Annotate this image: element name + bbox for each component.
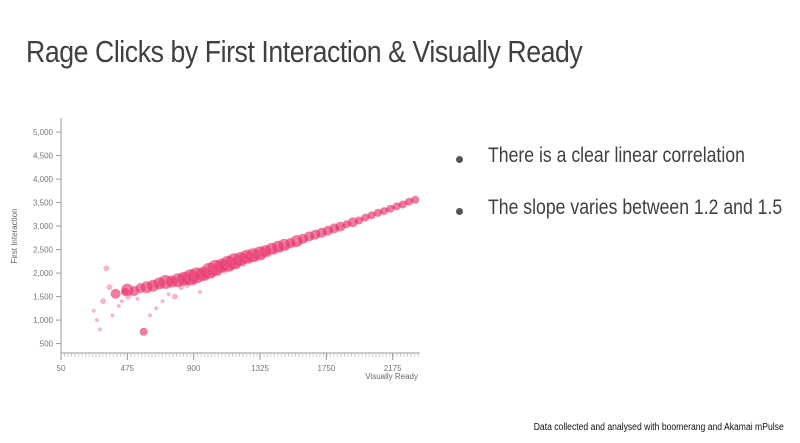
data-point	[385, 207, 390, 212]
data-point	[398, 200, 407, 209]
y-tick-label: 1,000	[33, 316, 54, 325]
y-tick-label: 500	[40, 340, 54, 349]
bullet-dot-icon	[456, 208, 463, 215]
x-axis-minor-ticks	[60, 353, 419, 357]
x-tick-label: 900	[187, 364, 201, 373]
y-axis-title: First Interaction	[10, 208, 19, 263]
data-point	[405, 197, 414, 206]
x-tick-label: 475	[121, 364, 135, 373]
y-tick-label: 4,500	[33, 152, 54, 161]
data-point	[411, 195, 420, 204]
data-point	[372, 212, 377, 217]
data-point	[197, 289, 202, 294]
x-tick-label: 1325	[251, 364, 269, 373]
footnote: Data collected and analysed with boomera…	[533, 422, 784, 433]
data-point	[341, 224, 346, 229]
data-point	[203, 274, 210, 281]
data-point	[310, 235, 315, 240]
data-point	[234, 263, 241, 270]
y-tick-label: 3,000	[33, 222, 54, 231]
data-point	[184, 281, 191, 288]
data-point	[190, 279, 197, 286]
data-point	[240, 260, 247, 267]
data-point	[361, 213, 370, 222]
data-point	[221, 267, 228, 274]
data-point	[94, 318, 99, 323]
data-point	[110, 288, 121, 299]
data-point	[148, 313, 152, 318]
data-point	[253, 256, 260, 262]
data-point	[367, 211, 376, 220]
y-tick-label: 3,500	[33, 199, 54, 208]
data-point	[139, 327, 148, 336]
y-tick-label: 2,000	[33, 269, 54, 278]
data-point	[228, 265, 235, 272]
x-axis-ticks: 50 475 900 1325 1750 2175	[57, 353, 402, 373]
x-tick-label: 2175	[384, 364, 402, 373]
data-point	[209, 272, 216, 279]
data-point	[271, 248, 278, 255]
data-point	[304, 238, 309, 243]
data-point	[100, 298, 107, 305]
data-point	[278, 246, 285, 253]
data-point	[116, 304, 121, 308]
data-point	[391, 205, 396, 210]
bullet-text: There is a clear linear correlation	[488, 144, 745, 167]
data-point	[178, 284, 185, 291]
y-tick-label: 5,000	[33, 128, 54, 137]
data-point	[119, 299, 124, 304]
data-point	[166, 292, 171, 297]
x-axis-title: Visually Ready	[365, 372, 418, 381]
y-axis-ticks: 500 1,000 1,500 2,000 2,500 3,000 3,500 4,000 4,…	[33, 128, 61, 349]
data-point	[404, 200, 408, 205]
data-point	[316, 233, 321, 238]
scatter-chart: 500 1,000 1,500 2,000 2,500 3,000 3,500 4,000 4,…	[0, 110, 440, 390]
data-point	[347, 221, 352, 226]
data-point	[397, 202, 402, 207]
data-point	[215, 270, 222, 277]
data-point	[110, 313, 115, 318]
data-points	[91, 195, 420, 336]
data-point	[284, 244, 291, 251]
data-point	[106, 284, 113, 291]
data-point	[135, 296, 140, 301]
data-point	[129, 292, 134, 297]
bullet-dot-icon	[456, 156, 463, 163]
data-point	[373, 208, 382, 217]
data-point	[160, 299, 165, 304]
data-point	[386, 204, 395, 213]
x-tick-label: 1750	[317, 364, 335, 373]
y-tick-label: 4,000	[33, 175, 54, 184]
slide-title: Rage Clicks by First Interaction & Visua…	[26, 34, 583, 69]
data-point	[103, 265, 110, 272]
data-point	[410, 198, 415, 203]
data-point	[265, 251, 272, 258]
data-point	[360, 217, 365, 222]
data-point	[246, 258, 253, 265]
data-point	[355, 216, 364, 225]
data-point	[297, 240, 302, 245]
data-point	[98, 327, 102, 332]
data-point	[366, 214, 371, 219]
data-point	[290, 241, 297, 248]
data-point	[392, 202, 401, 211]
x-tick-label: 50	[57, 364, 66, 373]
data-point	[259, 253, 266, 260]
data-point	[125, 293, 132, 300]
data-point	[329, 228, 333, 233]
y-tick-label: 1,500	[33, 293, 54, 302]
data-point	[354, 219, 358, 224]
data-point	[154, 306, 159, 311]
data-point	[91, 308, 96, 313]
data-point	[322, 231, 327, 236]
scatter-chart-svg: 500 1,000 1,500 2,000 2,500 3,000 3,500 4,000 4,…	[10, 118, 420, 381]
data-point	[335, 226, 340, 231]
data-point	[171, 293, 178, 300]
bullet-text: The slope varies between 1.2 and 1.5	[488, 196, 783, 219]
data-point	[380, 207, 389, 216]
y-tick-label: 2,500	[33, 246, 54, 255]
data-point	[379, 210, 383, 214]
